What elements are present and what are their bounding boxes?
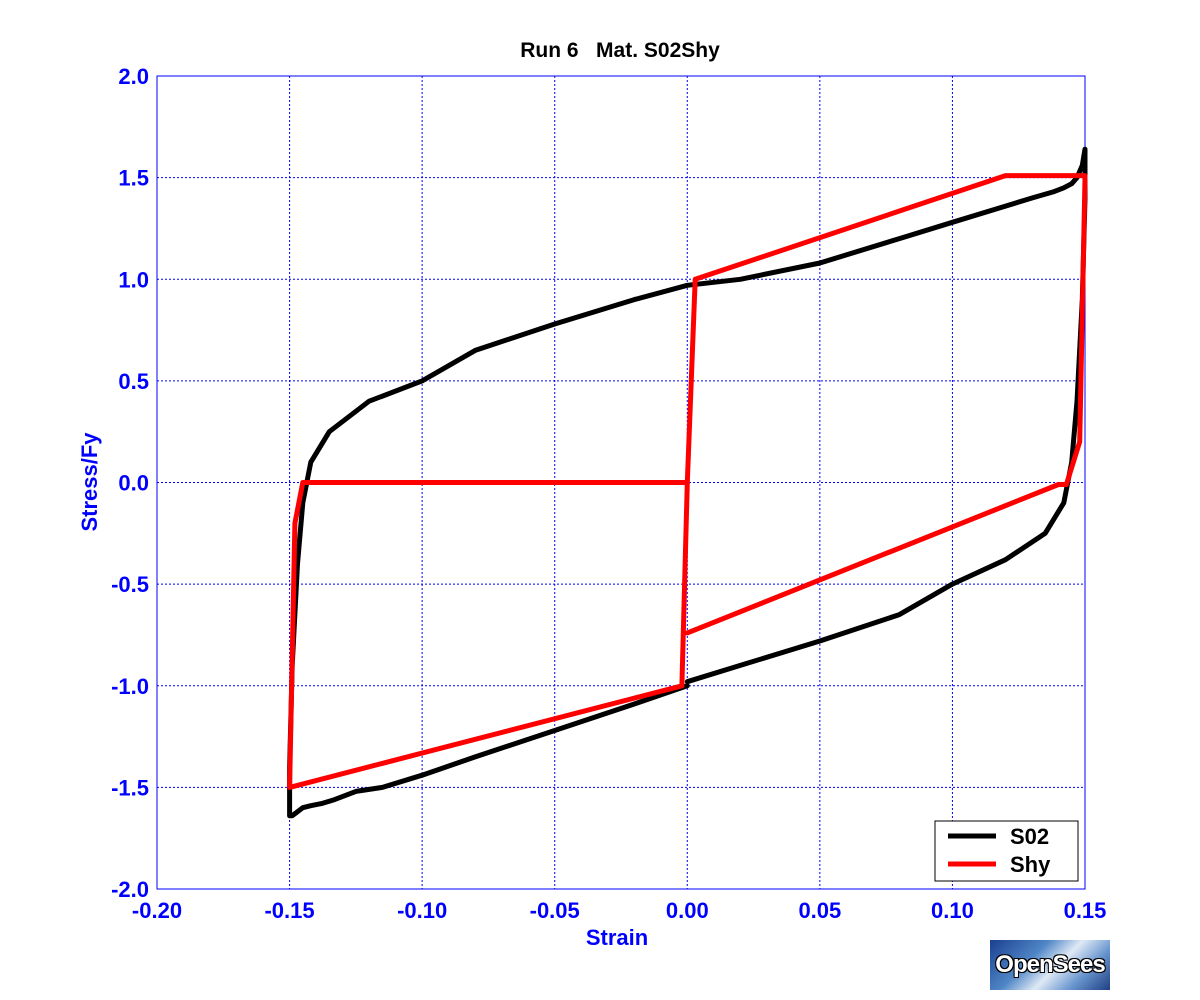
- x-tick-label: 0.05: [798, 898, 841, 923]
- series-line-shy: [287, 173, 1088, 790]
- y-tick-label: -1.5: [111, 775, 149, 800]
- y-tick-label: 0.5: [118, 369, 149, 394]
- y-tick-label: 0.0: [118, 471, 149, 496]
- x-tick-label: 0.10: [931, 898, 974, 923]
- x-axis-title: Strain: [586, 925, 648, 950]
- legend-label-shy: Shy: [1010, 852, 1051, 877]
- y-tick-label: -0.5: [111, 572, 149, 597]
- y-axis-ticks: -2.0 -1.5 -1.0 -0.5 0.0 0.5 1.0 1.5 2.0: [111, 64, 149, 902]
- x-tick-label: 0.00: [666, 898, 709, 923]
- y-tick-label: 1.5: [118, 166, 149, 191]
- y-axis-title: Stress/Fy: [77, 432, 102, 532]
- series-line-s02: [287, 146, 1088, 819]
- opensees-logo: OpenSees: [990, 940, 1110, 990]
- x-tick-label: 0.15: [1064, 898, 1107, 923]
- x-axis-ticks: -0.20 -0.15 -0.10 -0.05 0.00 0.05 0.10 0.15: [132, 898, 1106, 923]
- series-lines: [287, 146, 1088, 819]
- legend-box: [934, 820, 1079, 882]
- chart-title: Run 6 Mat. S02Shy: [520, 39, 720, 62]
- y-tick-label: 1.0: [118, 267, 149, 292]
- y-tick-label: 2.0: [118, 64, 149, 89]
- x-tick-label: -0.20: [132, 898, 182, 923]
- y-tick-label: -2.0: [111, 877, 149, 902]
- plot-frame: [156, 75, 1086, 890]
- legend-label-s02: S02: [1010, 824, 1049, 849]
- logo-text: OpenSees: [995, 951, 1105, 978]
- x-tick-label: -0.15: [264, 898, 314, 923]
- x-tick-label: -0.10: [397, 898, 447, 923]
- x-tick-label: -0.05: [530, 898, 580, 923]
- legend: S02 Shy: [934, 820, 1079, 882]
- y-tick-label: -1.0: [111, 674, 149, 699]
